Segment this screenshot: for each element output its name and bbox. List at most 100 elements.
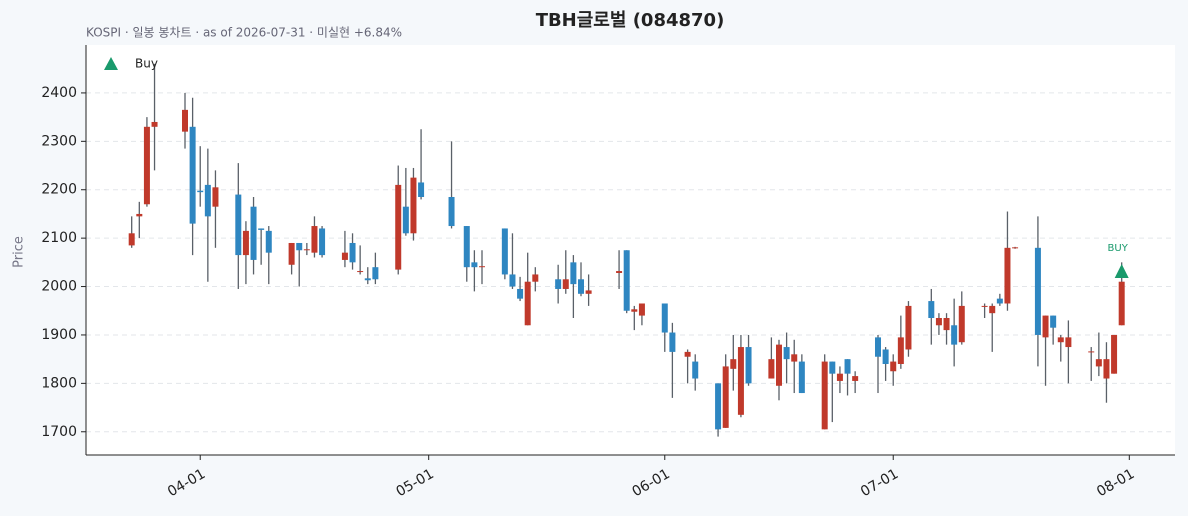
candle-body bbox=[715, 383, 722, 430]
candle-body bbox=[1004, 247, 1011, 304]
candle-body bbox=[798, 361, 805, 394]
candle-body bbox=[1118, 281, 1125, 326]
legend-marker bbox=[104, 57, 118, 70]
candle-body bbox=[235, 194, 242, 256]
candle-body bbox=[402, 206, 409, 234]
candle-body bbox=[1012, 247, 1019, 249]
candle-body bbox=[296, 242, 303, 251]
candle-body bbox=[768, 359, 775, 379]
candle-body bbox=[143, 126, 150, 205]
y-axis-label: Price bbox=[12, 236, 27, 268]
y-tick-label: 1900 bbox=[41, 327, 77, 343]
candle-body bbox=[532, 274, 539, 282]
candle-body bbox=[357, 271, 364, 273]
plot-area bbox=[86, 45, 1175, 455]
candle-body bbox=[212, 187, 219, 207]
candle-body bbox=[364, 278, 371, 281]
candle-body bbox=[341, 252, 348, 260]
y-tick-label: 2100 bbox=[41, 230, 77, 246]
candle-body bbox=[204, 184, 211, 217]
candle-body bbox=[791, 354, 798, 362]
candle-body bbox=[852, 376, 859, 381]
candle-body bbox=[631, 309, 638, 312]
candle-body bbox=[623, 250, 630, 311]
x-tick-label: 06-01 bbox=[630, 466, 673, 500]
x-tick-label: 04-01 bbox=[165, 466, 208, 500]
candle-body bbox=[776, 344, 782, 386]
candle-body bbox=[319, 228, 326, 256]
y-tick-label: 2000 bbox=[41, 279, 77, 295]
candle-body bbox=[958, 305, 965, 343]
candle-body bbox=[128, 233, 135, 246]
y-tick-label: 2300 bbox=[41, 133, 77, 149]
candle-body bbox=[562, 279, 569, 289]
candle-body bbox=[372, 267, 379, 280]
candle-body bbox=[585, 290, 592, 294]
y-tick-label: 2200 bbox=[41, 182, 77, 198]
legend-label: Buy bbox=[135, 57, 158, 71]
candle-body bbox=[479, 266, 485, 268]
candle-body bbox=[730, 359, 737, 369]
candle-body bbox=[501, 228, 508, 275]
candle-body bbox=[905, 305, 912, 350]
candle-body bbox=[745, 347, 752, 384]
candle-body bbox=[471, 262, 478, 268]
candle-body bbox=[882, 349, 889, 364]
chart-title: TBH글로벌 (084870) bbox=[536, 10, 725, 31]
candle-body bbox=[935, 318, 942, 326]
candle-body bbox=[943, 318, 950, 331]
candle-body bbox=[1103, 359, 1110, 379]
candle-body bbox=[661, 303, 668, 333]
candle-body bbox=[410, 177, 417, 234]
candle-body bbox=[1042, 315, 1049, 338]
candle-body bbox=[1057, 337, 1064, 343]
candle-body bbox=[463, 226, 470, 268]
candle-body bbox=[981, 305, 988, 307]
candle-body bbox=[875, 337, 881, 357]
candle-body bbox=[951, 325, 958, 345]
buy-label: BUY bbox=[1108, 243, 1129, 254]
candle-body bbox=[669, 332, 676, 352]
candle-body bbox=[692, 361, 699, 379]
candle-body bbox=[197, 190, 204, 193]
candle-body bbox=[349, 242, 356, 263]
candle-body bbox=[783, 347, 790, 360]
candle-body bbox=[996, 298, 1003, 304]
candle-body bbox=[303, 249, 310, 251]
buy-marker bbox=[1114, 264, 1129, 279]
candle-body bbox=[418, 182, 425, 197]
candle-body bbox=[555, 279, 562, 289]
candle-body bbox=[989, 305, 996, 314]
candle-body bbox=[509, 274, 516, 287]
candle-body bbox=[250, 206, 257, 260]
candle-body bbox=[829, 361, 836, 374]
x-tick-label: 05-01 bbox=[393, 466, 436, 500]
candle-body bbox=[684, 351, 691, 357]
candle-body bbox=[821, 361, 828, 430]
candle-body bbox=[288, 242, 295, 265]
candle-body bbox=[189, 126, 196, 224]
candle-body bbox=[1065, 337, 1072, 348]
y-tick-label: 1800 bbox=[41, 375, 77, 391]
y-tick-label: 1700 bbox=[41, 424, 77, 440]
x-tick-label: 08-01 bbox=[1094, 466, 1137, 500]
candle-body bbox=[311, 226, 318, 253]
candle-body bbox=[722, 366, 729, 428]
candle-body bbox=[448, 196, 455, 227]
candle-body bbox=[395, 184, 402, 270]
candle-body bbox=[890, 361, 897, 372]
candle-body bbox=[1095, 359, 1102, 367]
candle-body bbox=[737, 347, 744, 415]
chart-subtitle: KOSPI · 일봉 봉차트 · as of 2026-07-31 · 미실현 … bbox=[86, 26, 402, 40]
candle-body bbox=[517, 288, 524, 299]
candle-body bbox=[524, 281, 531, 326]
candle-body bbox=[182, 109, 188, 132]
candle-body bbox=[638, 303, 645, 316]
candle-body bbox=[136, 213, 143, 217]
candle-body bbox=[258, 228, 265, 230]
candle-body bbox=[1034, 247, 1041, 335]
candle-body bbox=[616, 271, 623, 273]
candle-body bbox=[928, 301, 935, 319]
candle-body bbox=[836, 373, 843, 381]
